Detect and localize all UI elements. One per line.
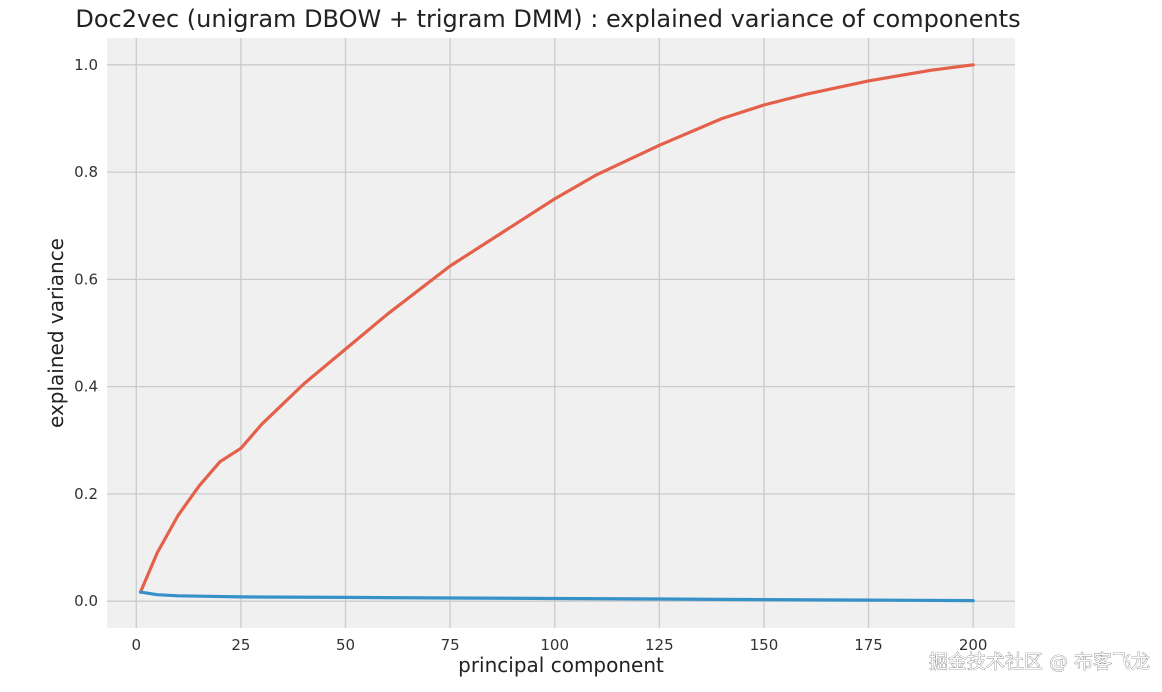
y-tick-label: 0.4 [74, 378, 98, 396]
x-tick-label: 50 [336, 636, 355, 654]
x-tick-label: 150 [750, 636, 779, 654]
y-tick-label: 0.0 [74, 592, 98, 610]
x-tick-label: 175 [854, 636, 883, 654]
y-tick-label: 0.2 [74, 485, 98, 503]
x-tick-label: 125 [645, 636, 674, 654]
x-tick-label: 75 [441, 636, 460, 654]
y-tick-label: 0.8 [74, 163, 98, 181]
plot-background [107, 38, 1015, 628]
watermark: 掘金技术社区 @ 布客飞龙 [929, 651, 1150, 673]
x-tick-label: 100 [540, 636, 569, 654]
x-tick-label: 200 [959, 636, 988, 654]
x-tick-label: 25 [231, 636, 250, 654]
x-tick-label: 0 [132, 636, 142, 654]
y-axis-label: explained variance [44, 238, 68, 428]
chart-title: Doc2vec (unigram DBOW + trigram DMM) : e… [75, 5, 1020, 33]
y-tick-label: 1.0 [74, 56, 98, 74]
x-axis-label: principal component [458, 653, 664, 677]
tick-labels: 0 25 50 75 100 125 150 175 200 0.0 0.2 0.4 0.6 0.8 1.0 [74, 56, 987, 654]
series-layer [138, 63, 975, 603]
y-tick-label: 0.6 [74, 270, 98, 288]
series-line-cumulative [138, 63, 975, 594]
series-line-individual [138, 590, 975, 603]
grid [107, 38, 1015, 628]
